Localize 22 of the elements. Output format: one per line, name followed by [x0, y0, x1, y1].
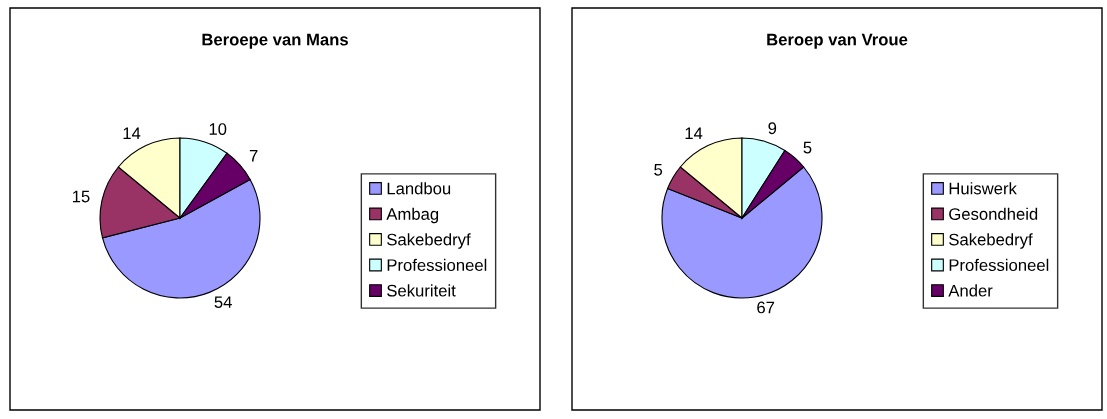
legend-label: Sakebedryf	[949, 233, 1033, 249]
data-label: 14	[685, 127, 703, 140]
data-label: 7	[249, 150, 258, 162]
legend-label: Ambag	[386, 207, 439, 224]
legend-label: Ander	[948, 284, 993, 297]
data-label: 54	[214, 296, 232, 309]
data-label: 5	[803, 141, 812, 154]
chart-title: Beroepe van Mans	[202, 33, 348, 49]
data-label: 9	[768, 122, 777, 135]
data-label: 15	[72, 190, 90, 203]
legend-label: Sakebedryf	[387, 233, 471, 249]
legend-label: Huiswerk	[949, 182, 1017, 195]
chart-title: Beroep van Vroue	[767, 33, 908, 49]
legend-label: Professioneel	[949, 258, 1049, 272]
data-label: 5	[654, 164, 663, 176]
legend-label: Gesondheid	[949, 207, 1038, 220]
legend-label: Professioneel	[387, 258, 487, 272]
data-label: 10	[209, 123, 227, 135]
legend-label: Sekuriteit	[387, 284, 456, 297]
legend-label: Landbou	[387, 182, 451, 195]
data-label: 67	[757, 301, 775, 314]
data-label: 14	[123, 127, 141, 140]
